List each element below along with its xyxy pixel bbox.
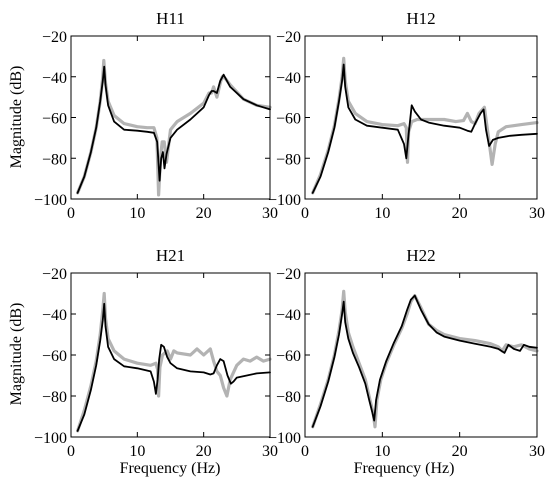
h12-measured-curve bbox=[311, 56, 539, 195]
h11-plot-frame bbox=[70, 35, 271, 200]
h22-measured-curve bbox=[311, 289, 539, 429]
h22-ytick-label: −100 bbox=[268, 430, 301, 447]
h12-ytick-label: −60 bbox=[276, 111, 301, 128]
h21-ytick-label: −20 bbox=[42, 266, 67, 283]
h22-xtick-label: 10 bbox=[374, 443, 390, 460]
h11-ytick-label: −80 bbox=[42, 151, 67, 168]
h22-ytick-label: −80 bbox=[276, 389, 301, 406]
h12-xtick-label: 20 bbox=[452, 205, 468, 222]
h21-ytick-label: −80 bbox=[42, 389, 67, 406]
h11-xtick-label: 30 bbox=[262, 205, 278, 222]
h21-model-curve bbox=[76, 302, 271, 432]
h11-ytick-label: −20 bbox=[42, 29, 67, 46]
h12-xtick-label: 30 bbox=[529, 205, 545, 222]
h22-ytick-label: −20 bbox=[276, 266, 301, 283]
h22-model-curve bbox=[311, 294, 538, 428]
xlabel-right: Frequency (Hz) bbox=[354, 460, 455, 477]
h21-xtick-label: 20 bbox=[196, 443, 212, 460]
h11-measured-curve bbox=[76, 58, 272, 197]
h12-xtick-label: 0 bbox=[301, 205, 309, 222]
h11-xtick-label: 20 bbox=[196, 205, 212, 222]
h22-xtick-label: 0 bbox=[301, 443, 309, 460]
h21-xtick-label: 10 bbox=[129, 443, 145, 460]
h22-xtick-label: 30 bbox=[529, 443, 545, 460]
h21-ytick-label: −60 bbox=[42, 348, 67, 365]
h22-plot-frame bbox=[304, 272, 538, 438]
h11-ytick-label: −100 bbox=[34, 192, 67, 209]
xlabel-left: Frequency (Hz) bbox=[120, 460, 221, 477]
h12-ytick-label: −100 bbox=[268, 192, 301, 209]
h12-ytick-label: −20 bbox=[276, 29, 301, 46]
h12-title: H12 bbox=[406, 9, 435, 28]
h22-ytick-label: −60 bbox=[276, 348, 301, 365]
h12-xtick-label: 10 bbox=[374, 205, 390, 222]
ylabel-bottom: Magnitude (dB) bbox=[8, 303, 25, 406]
subplot-h11: 0 10 20 30 −20 −40 −60 −80 −100 H11 bbox=[34, 9, 278, 222]
h12-model-curve bbox=[311, 63, 538, 194]
h22-ytick-label: −40 bbox=[276, 307, 301, 324]
subplot-h12: 0 10 20 30 −20 −40 −60 −80 −100 H12 bbox=[268, 9, 545, 222]
h11-xtick-label: 0 bbox=[67, 205, 75, 222]
h12-ytick-label: −80 bbox=[276, 151, 301, 168]
subplot-h22: 0 10 20 30 −20 −40 −60 −80 −100 H22 bbox=[268, 246, 545, 460]
h11-title: H11 bbox=[156, 9, 185, 28]
h12-ytick-label: −40 bbox=[276, 70, 301, 87]
h21-xtick-label: 0 bbox=[67, 443, 75, 460]
h22-xtick-label: 20 bbox=[452, 443, 468, 460]
subplot-h21: 0 10 20 30 −20 −40 −60 −80 −100 H21 bbox=[34, 246, 278, 460]
h11-ytick-label: −60 bbox=[42, 111, 67, 128]
h21-ytick-label: −100 bbox=[34, 430, 67, 447]
h11-model-curve bbox=[76, 65, 271, 194]
h11-ytick-label: −40 bbox=[42, 70, 67, 87]
h22-title: H22 bbox=[406, 246, 435, 265]
h12-plot-frame bbox=[304, 35, 538, 200]
ylabel-top: Magnitude (dB) bbox=[8, 66, 25, 169]
h21-xtick-label: 30 bbox=[262, 443, 278, 460]
h21-ytick-label: −40 bbox=[42, 307, 67, 324]
subplot-grid: 0 10 20 30 −20 −40 −60 −80 −100 H11 0 10 20 30 −20 −40 −… bbox=[34, 9, 545, 460]
h21-measured-curve bbox=[76, 291, 272, 433]
h11-xtick-label: 10 bbox=[129, 205, 145, 222]
h21-title: H21 bbox=[156, 246, 185, 265]
